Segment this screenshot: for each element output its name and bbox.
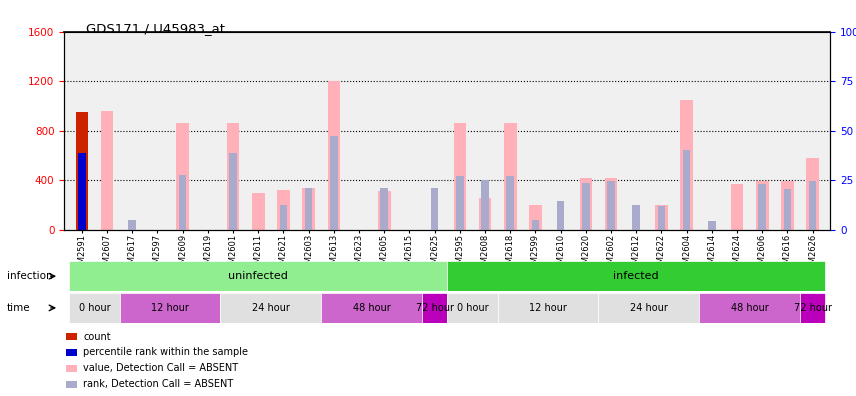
Text: 24 hour: 24 hour [630, 303, 668, 313]
Bar [479, 198, 491, 230]
Bar [227, 123, 240, 230]
Bar [280, 205, 288, 230]
Bar [67, 365, 77, 372]
Bar [607, 181, 615, 230]
Bar [422, 293, 447, 323]
Text: 48 hour: 48 hour [731, 303, 769, 313]
Bar [784, 189, 791, 230]
Text: 0 hour: 0 hour [79, 303, 110, 313]
Text: rank, Detection Call = ABSENT: rank, Detection Call = ABSENT [84, 379, 234, 389]
Bar [69, 293, 120, 323]
Bar [69, 261, 447, 291]
Bar [557, 201, 564, 230]
Bar [229, 153, 237, 230]
Bar [101, 111, 113, 230]
Bar [120, 293, 221, 323]
Text: GDS171 / U45983_at: GDS171 / U45983_at [86, 22, 224, 35]
Bar [507, 177, 514, 230]
Bar [655, 205, 668, 230]
Bar [328, 81, 340, 230]
Bar [529, 205, 542, 230]
Text: 12 hour: 12 hour [152, 303, 189, 313]
Bar [756, 181, 769, 230]
Bar [378, 191, 390, 230]
Bar [454, 123, 467, 230]
Bar [447, 261, 825, 291]
Bar [128, 220, 136, 230]
Text: count: count [84, 331, 111, 342]
Bar [277, 190, 289, 230]
Bar [302, 188, 315, 230]
Bar [252, 192, 265, 230]
Text: 72 hour: 72 hour [794, 303, 832, 313]
Bar [699, 293, 800, 323]
Bar [633, 205, 640, 230]
Bar [330, 135, 337, 230]
Bar [75, 112, 88, 230]
Bar [800, 293, 825, 323]
Bar [582, 183, 590, 230]
Text: infected: infected [614, 271, 659, 281]
Bar [580, 178, 592, 230]
Bar [456, 177, 464, 230]
Bar [731, 184, 743, 230]
Bar [681, 100, 693, 230]
Bar [67, 349, 77, 356]
Bar [598, 293, 699, 323]
Text: 72 hour: 72 hour [416, 303, 454, 313]
Bar [179, 175, 187, 230]
Bar [758, 184, 766, 230]
Bar [447, 293, 497, 323]
Text: time: time [7, 303, 31, 313]
Bar [431, 188, 438, 230]
Text: uninfected: uninfected [229, 271, 288, 281]
Bar [176, 123, 189, 230]
Bar [67, 381, 77, 388]
Bar [532, 220, 539, 230]
Bar [78, 153, 86, 230]
Text: percentile rank within the sample: percentile rank within the sample [84, 347, 248, 358]
Bar [221, 293, 321, 323]
Bar [809, 181, 817, 230]
Bar [67, 333, 77, 340]
Bar [504, 123, 516, 230]
Bar [708, 221, 716, 230]
Bar [806, 158, 819, 230]
Bar [321, 293, 422, 323]
Bar [305, 188, 312, 230]
Text: 0 hour: 0 hour [456, 303, 488, 313]
Bar [657, 206, 665, 230]
Text: 24 hour: 24 hour [252, 303, 290, 313]
Bar [605, 178, 617, 230]
Bar [481, 180, 489, 230]
Bar [683, 150, 691, 230]
Text: infection: infection [7, 271, 52, 281]
Text: 12 hour: 12 hour [529, 303, 567, 313]
Bar [782, 181, 794, 230]
Text: value, Detection Call = ABSENT: value, Detection Call = ABSENT [84, 363, 239, 373]
Bar [380, 188, 388, 230]
Bar [497, 293, 598, 323]
Text: 48 hour: 48 hour [353, 303, 390, 313]
